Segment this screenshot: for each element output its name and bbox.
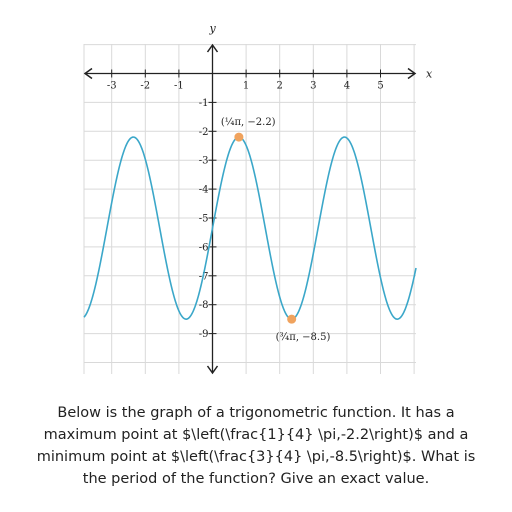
y-axis-label: y <box>209 22 217 35</box>
x-axis-arrow-right <box>407 67 417 80</box>
x-tick-label: 1 <box>243 81 249 92</box>
maximum-point <box>234 132 244 142</box>
y-tick-label: -6 <box>199 242 209 253</box>
y-tick-label: -5 <box>199 214 209 225</box>
key-points: (¼π, −2.2) (¾π, −8.5) <box>221 117 331 343</box>
x-tick-label: -2 <box>140 81 150 92</box>
y-tick-label: -9 <box>199 329 209 340</box>
minimum-point-label: (¾π, −8.5) <box>276 332 331 343</box>
x-tick-label: -1 <box>174 81 184 92</box>
y-tick-label: -8 <box>199 300 209 311</box>
y-axis-arrow-up <box>206 43 219 53</box>
function-curve <box>83 136 417 320</box>
question-text: Below is the graph of a trigonometric fu… <box>36 405 476 487</box>
x-axis-arrow-left <box>83 67 93 80</box>
grid <box>83 44 416 374</box>
chart-canvas: xy -3 -2 -1 1 2 3 4 5-1-2-3-4-5-6-7-8-9 (¼π, −2… <box>83 22 433 375</box>
axes: xy <box>83 22 433 375</box>
x-tick-label: 2 <box>277 81 283 92</box>
x-tick-label: 3 <box>310 81 316 92</box>
y-tick-label: -1 <box>199 98 209 109</box>
x-tick-label: 4 <box>344 81 350 92</box>
x-axis-label: x <box>426 68 433 81</box>
y-axis-arrow-down <box>206 365 219 375</box>
y-tick-label: -2 <box>199 127 209 138</box>
tick-labels: -3 -2 -1 1 2 3 4 5-1-2-3-4-5-6-7-8-9 <box>107 69 384 340</box>
x-tick-label: 5 <box>377 81 383 92</box>
y-tick-label: -3 <box>199 156 209 167</box>
y-tick-label: -4 <box>199 185 209 196</box>
minimum-point <box>287 314 297 324</box>
x-tick-label: -3 <box>107 81 117 92</box>
maximum-point-label: (¼π, −2.2) <box>221 117 276 128</box>
